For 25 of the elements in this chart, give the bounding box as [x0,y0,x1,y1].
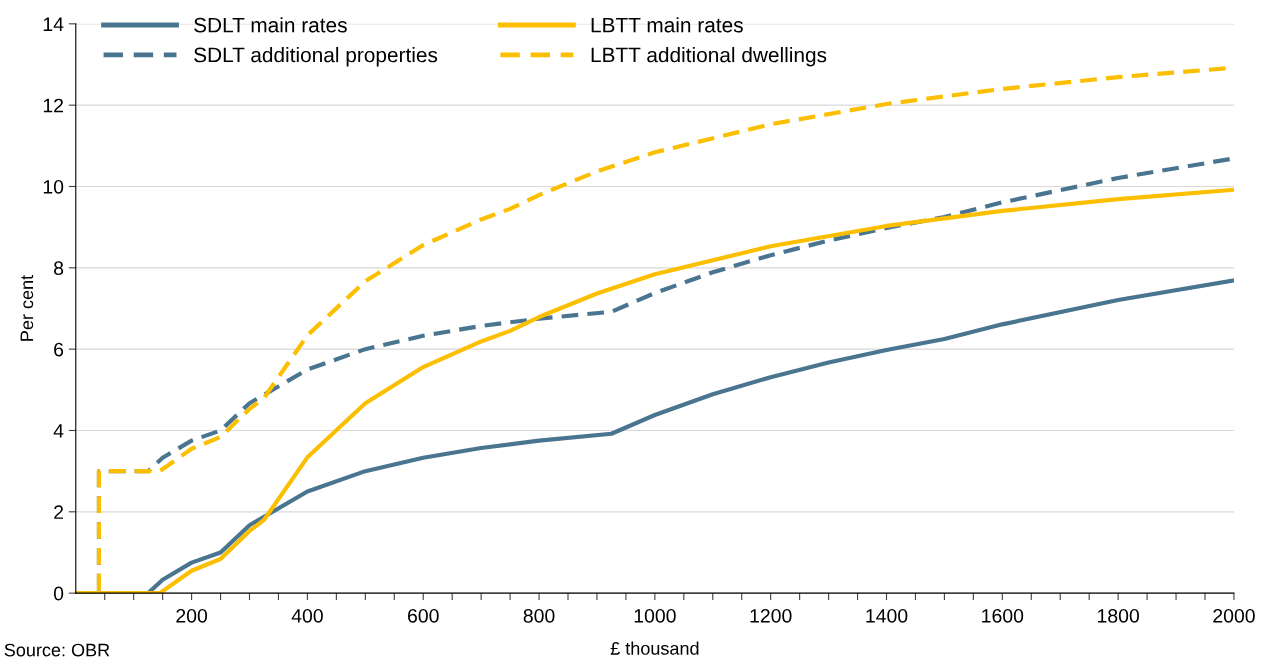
y-tick-label: 0 [53,586,64,601]
legend-label: SDLT main rates [194,17,347,33]
x-tick-label: 1400 [866,608,908,623]
x-tick-label: 1000 [634,608,676,623]
x-tick-label: 200 [176,608,208,623]
y-tick-label: 6 [54,342,64,357]
x-tick-label: 1600 [982,608,1024,623]
y-tick-label: 14 [43,17,64,31]
y-tick-label: 10 [43,179,64,194]
x-tick-label: 800 [523,608,555,623]
legend-label: SDLT additional properties [194,47,438,67]
y-tick-label: 4 [53,424,64,438]
x-tick-label: 400 [291,608,323,623]
x-tick-label: 600 [408,608,439,623]
legend-label: LBTT main rates [591,17,743,33]
y-axis-title: Per cent [20,275,34,341]
y-tick-label: 8 [54,261,64,276]
source-note: Source: OBR [4,643,110,657]
x-tick-label: 1200 [750,608,792,623]
y-tick-label: 12 [43,98,63,113]
x-axis-title: £ thousand [610,641,699,655]
y-tick-label: 2 [54,505,63,519]
legend-label: LBTT additional dwellings [591,47,827,67]
x-tick-label: 2000 [1213,608,1255,623]
x-tick-label: 1800 [1097,608,1139,623]
